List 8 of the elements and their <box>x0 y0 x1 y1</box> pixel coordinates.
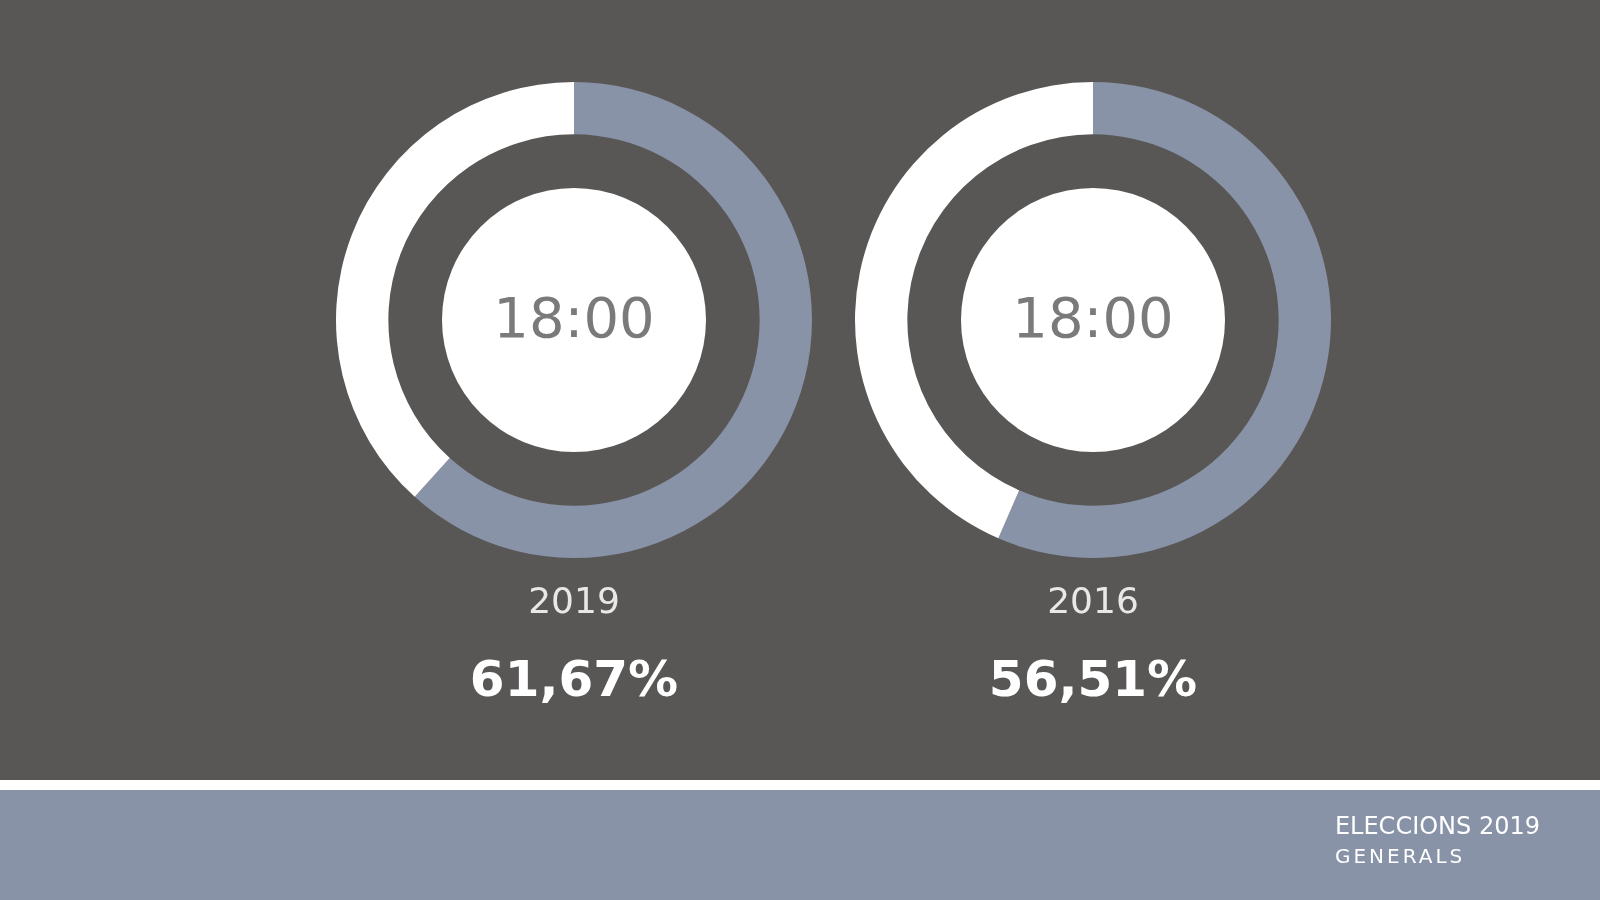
text: GENERALS <box>1334 844 1467 868</box>
text: 18:00 <box>1011 285 1175 350</box>
text: 2019 <box>527 580 621 621</box>
text: 2016 <box>1046 580 1140 621</box>
data-label: 61,67% <box>468 650 680 708</box>
data-label: 56,51% <box>987 650 1199 708</box>
text: 18:00 <box>492 285 656 350</box>
text: ELECCIONS 2019 <box>1334 812 1540 840</box>
